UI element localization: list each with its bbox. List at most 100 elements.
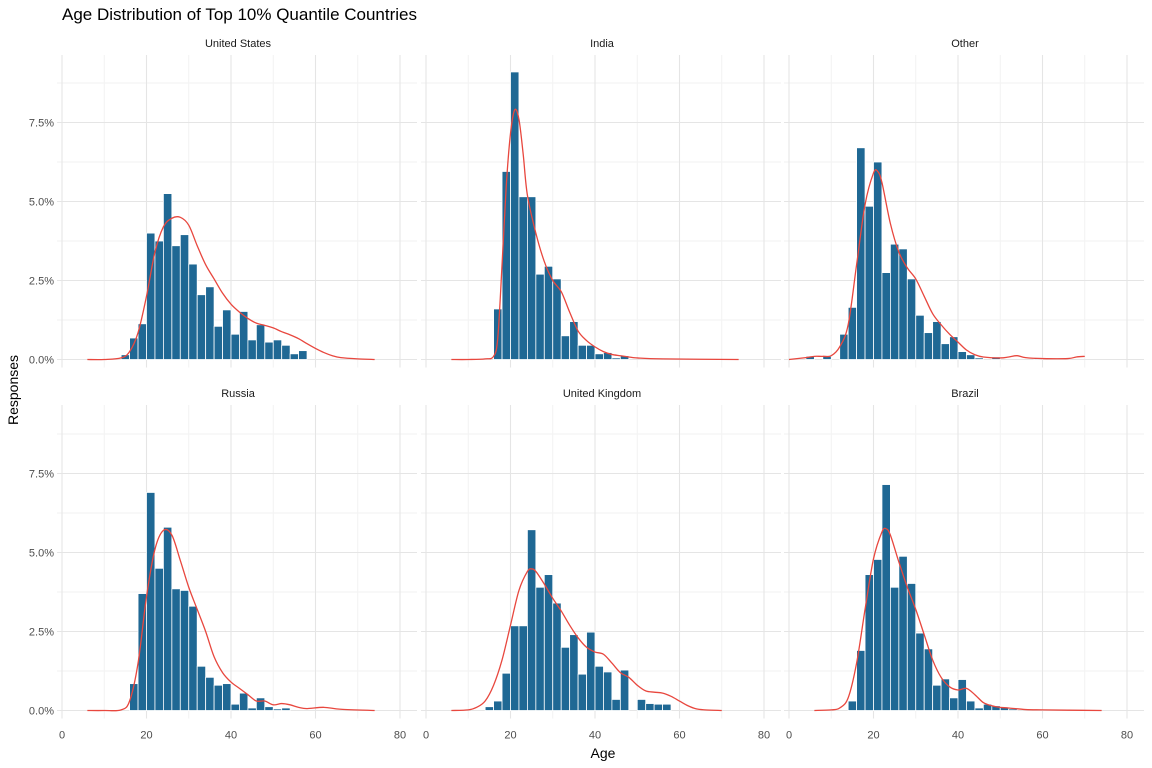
facet-panel: Russia 0.0% 2.5% 5.0% 7.5% 0 20 40 60 80 (29, 388, 417, 742)
x-tick-label: 0 (786, 730, 792, 742)
histogram-bar (518, 196, 528, 360)
histogram-bar (146, 492, 156, 711)
x-tick-label: 40 (225, 730, 237, 742)
x-tick-label: 0 (423, 730, 429, 742)
histogram-bar (205, 676, 215, 711)
x-tick-label: 60 (1036, 730, 1048, 742)
histogram-bar (915, 632, 925, 711)
histogram-bar (239, 311, 249, 360)
density-curve (451, 568, 722, 712)
histogram-bar (255, 324, 266, 360)
histogram-bar (501, 672, 511, 711)
histogram-bar (230, 703, 240, 711)
density-curve (87, 528, 375, 712)
histogram-bar (196, 665, 207, 711)
histogram-bar (154, 567, 164, 711)
x-tick-label: 80 (394, 730, 406, 742)
histogram-bar (923, 332, 934, 360)
x-tick-label: 40 (589, 730, 601, 742)
histogram-bar (569, 634, 579, 711)
y-tick-label: 7.5% (29, 118, 54, 130)
histogram-bar (864, 205, 874, 360)
histogram-bar (196, 294, 207, 360)
facet-panel: United States 0.0% 2.5% 5.0% 7.5% (29, 38, 417, 368)
histogram-bar (289, 353, 299, 360)
histogram-bar (560, 335, 571, 360)
histogram-bar (264, 706, 274, 711)
histogram-bar (188, 605, 198, 711)
facet-panel: India (421, 38, 781, 368)
density-curve (814, 527, 1102, 712)
histogram-bar (484, 706, 494, 711)
histogram-bar (966, 354, 976, 360)
histogram-bar (847, 700, 858, 711)
facet-panel: Other (784, 38, 1144, 368)
histogram-bar (940, 343, 950, 360)
histogram-bar (179, 234, 190, 360)
histogram-bar (881, 484, 891, 711)
histogram-bar (949, 697, 959, 711)
histogram-bar (940, 678, 950, 711)
histogram-bar (535, 586, 545, 711)
histogram-bar (594, 353, 604, 360)
histogram-bar (560, 646, 571, 711)
histogram-bar (179, 590, 190, 711)
histogram-bar (281, 344, 291, 360)
histogram-bar (543, 265, 554, 360)
histogram-bar (535, 273, 545, 360)
x-tick-label: 80 (1121, 730, 1133, 742)
histogram-bar (873, 559, 883, 711)
histogram-bar (281, 707, 291, 711)
histogram-bar (298, 350, 308, 360)
density-curve (87, 216, 375, 361)
histogram-bar (205, 286, 215, 360)
y-tick-label: 2.5% (29, 276, 54, 288)
histogram-bar (932, 321, 942, 360)
y-tick-label: 2.5% (29, 627, 54, 639)
histogram-bar (586, 344, 596, 360)
histogram-bar (230, 333, 240, 360)
histogram-bar (603, 671, 613, 711)
histogram-bar (213, 684, 223, 711)
histogram-bar (510, 625, 520, 711)
facet-strip-label: United States (205, 38, 272, 50)
y-tick-label: 5.0% (29, 197, 54, 209)
chart-title: Age Distribution of Top 10% Quantile Cou… (62, 5, 417, 24)
histogram-bar (188, 263, 198, 360)
histogram-bar (213, 325, 223, 360)
histogram-bar (239, 692, 249, 711)
facet-strip-label: Brazil (951, 388, 979, 400)
histogram-bar (957, 351, 967, 360)
histogram-bar (890, 586, 900, 711)
histogram-bar (873, 161, 883, 360)
x-tick-label: 60 (309, 730, 321, 742)
histogram-bar (662, 703, 672, 711)
histogram-bar (619, 669, 630, 711)
x-tick-label: 20 (504, 730, 516, 742)
histogram-bar (577, 344, 587, 360)
histogram-bar (577, 673, 587, 711)
histogram-bar (247, 339, 257, 360)
density-curve (788, 168, 1085, 361)
histogram-bar (264, 341, 274, 360)
facet-strip-label: Other (951, 38, 979, 50)
density-curve (451, 108, 739, 361)
histogram-bar (552, 602, 562, 711)
histogram-bar (974, 707, 984, 711)
histogram-bar (146, 232, 156, 360)
histogram-bar (586, 631, 596, 711)
x-tick-label: 20 (140, 730, 152, 742)
histogram-bar (957, 679, 967, 711)
histogram-bar (611, 357, 621, 360)
histogram-bar (162, 526, 173, 711)
x-tick-label: 0 (59, 730, 65, 742)
x-axis-label: Age (591, 745, 616, 761)
histogram-bar (864, 574, 874, 711)
histogram-bar (272, 708, 283, 711)
facet-panels: United States 0.0% 2.5% 5.0% 7.5% India Other R… (29, 38, 1144, 742)
histogram-bar (171, 588, 181, 711)
histogram-bar (898, 555, 908, 711)
y-tick-label: 7.5% (29, 469, 54, 481)
histogram-bar (493, 700, 503, 711)
histogram-bar (906, 278, 917, 360)
